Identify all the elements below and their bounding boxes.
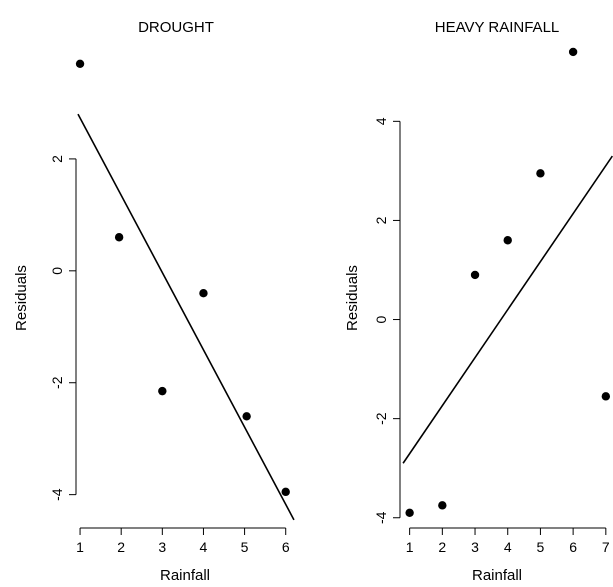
heavy-rainfall-data-point (568, 47, 578, 57)
drought-data-point (158, 386, 167, 396)
drought-y-tick-label: 0 (49, 267, 65, 275)
heavy-rainfall-data-point (503, 236, 512, 245)
drought-y-tick-label: -2 (49, 376, 65, 389)
heavy-rainfall-x-tick-label: 1 (406, 539, 414, 555)
heavy-rainfall-data-point (536, 169, 545, 178)
heavy-rainfall-fit-line (402, 155, 613, 464)
drought-x-tick-label: 4 (200, 539, 208, 555)
drought-title: DROUGHT (138, 19, 214, 36)
heavy-rainfall-y-tick-label: 0 (373, 315, 389, 323)
drought-x-axis-label: Rainfall (160, 567, 210, 584)
heavy-rainfall-y-tick-label: -4 (373, 511, 389, 524)
heavy-rainfall-x-tick-label: 2 (438, 539, 446, 555)
heavy-rainfall-x-tick-label: 5 (537, 539, 545, 555)
heavy-rainfall-panel: HEAVY RAINFALL Rainfall Residuals 1 2 3 4 5 6… (344, 19, 613, 584)
heavy-rainfall-data-point (438, 501, 447, 510)
drought-y-tick-label: 2 (49, 155, 65, 163)
heavy-rainfall-title: HEAVY RAINFALL (435, 19, 560, 36)
drought-y-axis-label: Residuals (13, 265, 30, 331)
heavy-rainfall-y-axis-label: Residuals (344, 265, 361, 331)
drought-data-point (281, 487, 290, 497)
drought-fit-line (77, 113, 295, 521)
drought-x-tick-label: 6 (282, 539, 290, 555)
heavy-rainfall-x-tick-label: 6 (569, 539, 577, 555)
drought-x-tick-label: 2 (117, 539, 125, 555)
heavy-rainfall-x-tick-label: 3 (471, 539, 479, 555)
heavy-rainfall-y-tick-label: -2 (373, 412, 389, 425)
drought-x-tick-label: 1 (76, 539, 84, 555)
heavy-rainfall-data-point (470, 270, 480, 280)
drought-y-tick-label: -4 (49, 488, 65, 501)
heavy-rainfall-x-tick-label: 7 (602, 539, 610, 555)
heavy-rainfall-y-tick-label: 4 (373, 117, 389, 125)
heavy-rainfall-data-point (601, 392, 611, 401)
heavy-rainfall-x-tick-label: 4 (504, 539, 512, 555)
drought-data-point (199, 289, 208, 298)
heavy-rainfall-data-point (405, 508, 414, 517)
drought-x-tick-label: 5 (241, 539, 249, 555)
drought-panel: DROUGHT Rainfall Residuals 1 2 3 4 5 6 -4 -2 0 2 (13, 19, 295, 584)
heavy-rainfall-y-tick-label: 2 (373, 216, 389, 224)
drought-data-point (114, 233, 124, 242)
drought-x-tick-label: 3 (158, 539, 166, 555)
heavy-rainfall-x-axis-label: Rainfall (472, 567, 522, 584)
drought-data-point (242, 412, 251, 421)
drought-data-point (75, 59, 85, 68)
